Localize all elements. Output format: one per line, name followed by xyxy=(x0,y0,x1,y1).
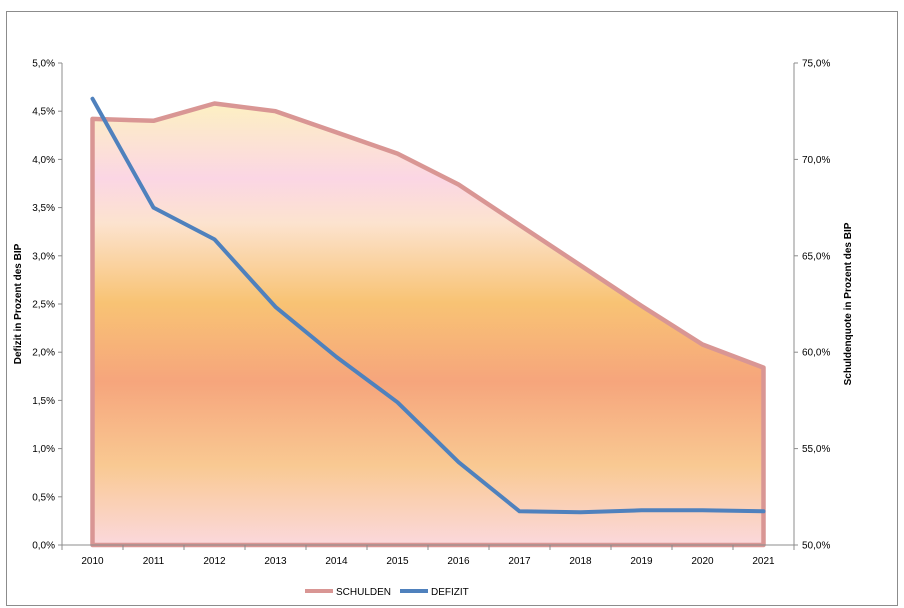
x-tick-label: 2014 xyxy=(325,556,348,567)
legend: SCHULDEN DEFIZIT xyxy=(305,587,469,598)
defizit-line xyxy=(90,96,766,515)
right-tick-label: 70,0% xyxy=(802,155,830,166)
x-tick-label: 2017 xyxy=(508,556,531,567)
left-tick-label: 0,0% xyxy=(32,541,55,552)
x-tick-label: 2020 xyxy=(691,556,714,567)
left-tick-label: 2,5% xyxy=(32,300,55,311)
x-tick-label: 2011 xyxy=(143,556,165,567)
left-tick-label: 3,5% xyxy=(32,203,55,214)
left-tick-label: 4,0% xyxy=(32,155,55,166)
left-tick-label: 3,0% xyxy=(32,251,55,262)
left-tick-label: 0,5% xyxy=(32,492,55,503)
x-ticks: 2010 2011 2012 2013 2014 2015 2016 2017 2018 2019… xyxy=(61,545,795,567)
x-tick-label: 2019 xyxy=(630,556,653,567)
x-tick-label: 2015 xyxy=(386,556,409,567)
left-tick-label: 1,0% xyxy=(32,444,55,455)
left-tick-label: 2,0% xyxy=(32,348,55,359)
right-ticks: 50,0% 55,0% 60,0% 65,0% 70,0% 75,0% xyxy=(794,59,830,552)
right-tick-label: 60,0% xyxy=(802,348,830,359)
left-tick-label: 1,5% xyxy=(32,396,55,407)
left-ticks: 0,0% 0,5% 1,0% 1,5% 2,0% 2,5% 3,0% 3,5% 4,0% 4,5%… xyxy=(32,59,62,552)
right-axis-label: Schuldenquote in Prozent des BIP xyxy=(843,222,854,385)
schulden-area-outline xyxy=(90,101,766,548)
x-tick-label: 2010 xyxy=(81,556,104,567)
right-tick-label: 50,0% xyxy=(802,541,830,552)
x-tick-label: 2018 xyxy=(569,556,592,567)
x-tick-label: 2012 xyxy=(203,556,226,567)
left-tick-label: 4,5% xyxy=(32,107,55,118)
left-axis-label: Defizit in Prozent des BIP xyxy=(13,243,24,364)
legend-label-schulden: SCHULDEN xyxy=(336,587,391,598)
legend-label-defizit: DEFIZIT xyxy=(431,587,469,598)
schulden-area xyxy=(92,103,764,545)
right-tick-label: 55,0% xyxy=(802,444,830,455)
right-tick-label: 65,0% xyxy=(802,251,830,262)
x-tick-label: 2013 xyxy=(264,556,287,567)
right-tick-label: 75,0% xyxy=(802,59,830,70)
left-tick-label: 5,0% xyxy=(32,59,55,70)
x-tick-label: 2016 xyxy=(447,556,470,567)
x-tick-label: 2021 xyxy=(752,556,775,567)
